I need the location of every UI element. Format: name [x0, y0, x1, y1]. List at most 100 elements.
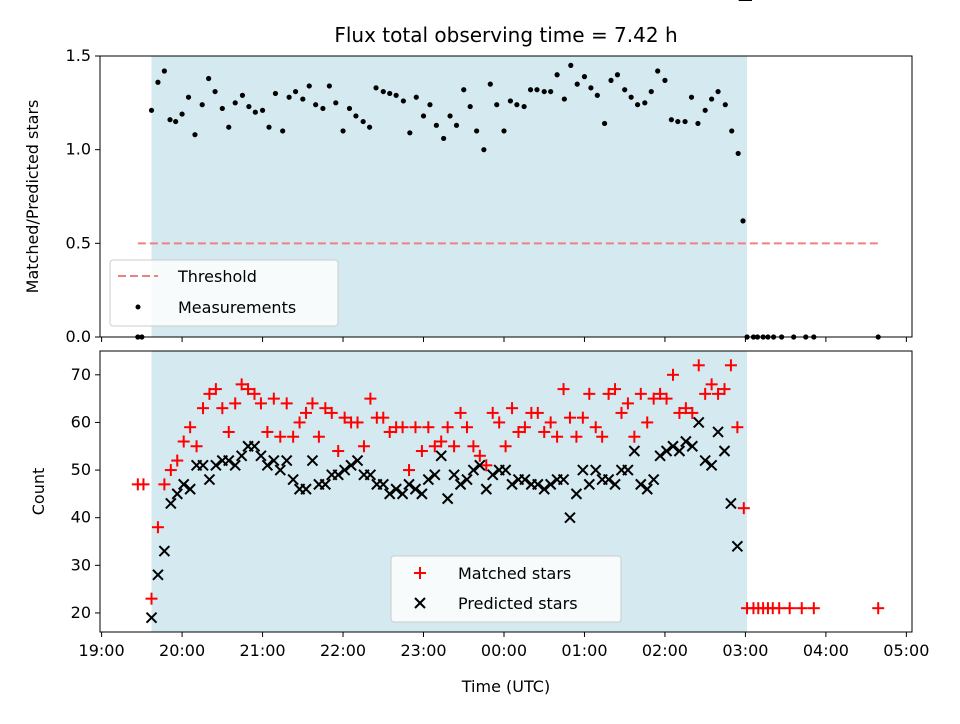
measurement-point	[226, 124, 232, 130]
measurement-point	[494, 102, 500, 108]
predicted-star-marker	[345, 459, 357, 472]
predicted-star-marker	[351, 454, 364, 467]
predicted-star-marker	[403, 478, 415, 491]
measurement-point	[735, 150, 741, 157]
matched-star-marker	[319, 402, 332, 415]
y-tick-label: 0.5	[66, 233, 91, 252]
measurement-point	[548, 88, 554, 95]
ratio-y-ticks: 0.0 0.5 1.0 1.5	[66, 46, 100, 346]
predicted-star-marker	[287, 473, 299, 486]
y-tick-label: 1.5	[66, 46, 91, 65]
predicted-star-marker	[210, 459, 222, 472]
predicted-star-marker	[435, 450, 447, 462]
measurement-point	[695, 120, 701, 127]
matched-star-marker	[731, 421, 744, 434]
matched-star-marker	[660, 392, 673, 405]
count-x-ticks: 19:00 20:00 21:00 22:00 23:00 00:00 01:00 02:00…	[79, 632, 929, 660]
matched-star-marker	[647, 392, 660, 405]
measurement-point	[487, 81, 493, 87]
matched-star-marker	[724, 359, 737, 372]
matched-star-marker	[287, 430, 300, 443]
predicted-star-marker	[223, 454, 235, 467]
matched-star-marker	[357, 440, 370, 453]
chart-title: Flux total observing time = 7.42 h	[334, 23, 677, 47]
measurement-point	[554, 72, 560, 78]
predicted-star-marker	[693, 416, 705, 429]
measurement-points	[135, 62, 881, 340]
predicted-star-marker	[570, 488, 583, 500]
measurement-point	[407, 130, 413, 136]
predicted-star-marker	[248, 440, 261, 452]
matched-star-marker	[473, 449, 486, 462]
predicted-star-marker	[628, 445, 641, 457]
measurement-point	[514, 102, 520, 108]
predicted-star-marker	[506, 478, 518, 491]
predicted-star-marker	[384, 488, 396, 500]
matched-star-marker	[164, 464, 177, 477]
measurement-point	[534, 87, 540, 93]
predicted-star-marker	[390, 483, 402, 495]
matched-star-marker	[197, 402, 210, 415]
predicted-star-marker	[557, 473, 570, 486]
predicted-star-marker	[255, 450, 267, 462]
predicted-star-marker	[448, 469, 460, 481]
predicted-star-marker	[409, 483, 422, 495]
matched-star-marker	[184, 421, 197, 434]
y-tick-label: 60	[71, 412, 91, 431]
matched-star-marker	[145, 592, 158, 605]
predicted-star-marker	[416, 488, 428, 500]
predicted-star-marker	[429, 469, 441, 481]
matched-star-marker	[403, 464, 416, 477]
measurement-point	[481, 147, 487, 153]
matched-star-marker	[576, 411, 589, 424]
measurement-point	[467, 103, 473, 110]
measurement-point	[313, 102, 319, 108]
measurement-point	[380, 88, 386, 95]
y-tick-label: 30	[71, 555, 91, 574]
measurement-point	[192, 132, 198, 138]
measurement-point	[461, 87, 467, 93]
predicted-star-marker	[152, 569, 164, 581]
predicted-star-marker	[680, 435, 692, 448]
matched-star-marker	[512, 425, 525, 438]
measurement-point	[722, 102, 728, 108]
matched-star-marker	[570, 430, 583, 443]
predicted-star-marker	[332, 469, 344, 481]
matched-star-marker	[506, 402, 519, 415]
matched-star-marker	[177, 435, 190, 448]
matched-star-marker	[467, 440, 480, 453]
predicted-star-marker	[184, 483, 196, 495]
measurement-point	[474, 128, 480, 134]
measurement-point	[306, 83, 312, 89]
matched-star-marker	[692, 359, 705, 372]
predicted-star-marker	[268, 454, 280, 467]
matched-star-marker	[396, 421, 409, 434]
matched-star-marker	[460, 421, 473, 434]
matched-star-marker	[293, 416, 306, 429]
predicted-star-marker	[487, 469, 499, 481]
measurement-point	[709, 96, 715, 102]
x-tick-label: 22:00	[320, 641, 366, 660]
matched-star-marker	[300, 406, 313, 419]
measurement-point	[427, 102, 433, 108]
measurement-point	[353, 113, 359, 119]
predicted-star-marker	[602, 473, 615, 486]
matched-star-marker	[441, 421, 454, 434]
matched-star-marker	[499, 440, 512, 453]
x-tick-label: 00:00	[481, 641, 527, 660]
x-tick-label: 03:00	[722, 641, 768, 660]
measurement-point	[232, 100, 238, 106]
predicted-star-marker	[338, 464, 351, 476]
measurement-point	[292, 88, 299, 95]
matched-star-marker	[448, 440, 461, 453]
ratio-panel: 0.0 0.5 1.0 1.5 Matched/Predicted stars Thr…	[23, 46, 913, 346]
predicted-star-marker	[467, 464, 480, 476]
measurement-point	[199, 102, 205, 108]
predicted-star-marker	[480, 483, 492, 495]
measurement-point	[167, 117, 173, 123]
matched-star-marker	[679, 402, 692, 415]
y-tick-label: 70	[71, 365, 91, 384]
matched-star-marker	[422, 421, 435, 434]
matched-star-marker	[807, 602, 820, 615]
matched-star-marker	[229, 397, 242, 410]
